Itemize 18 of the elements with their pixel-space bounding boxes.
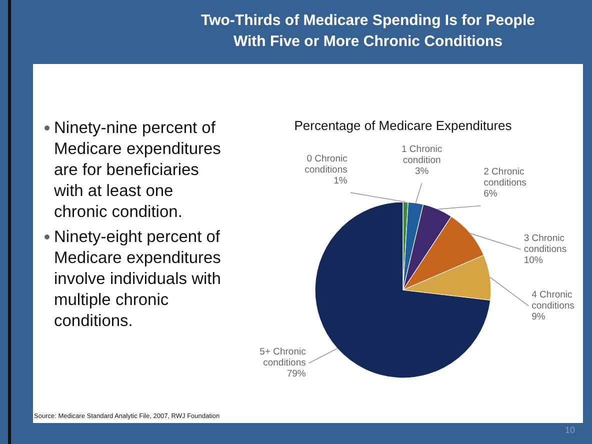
text: Ninety-eight percent of Medicare expenditures involve individuals with multiple chronic conditions. bbox=[54, 228, 221, 330]
data-label: 1% bbox=[334, 176, 348, 187]
slice-label: 4 Chronic conditions bbox=[532, 289, 575, 312]
data-label: 10% bbox=[524, 254, 544, 266]
data-label: 79% bbox=[286, 368, 306, 380]
slice-label: 3 Chronic conditions bbox=[524, 232, 567, 255]
text: 10 bbox=[564, 425, 576, 435]
chart-title: Two-Thirds of Medicare Spending Is for People With Five or More Chronic Conditions bbox=[201, 12, 535, 50]
slice-label: 2 Chronic conditions bbox=[484, 166, 527, 189]
slice-label: 5+ Chronic conditions bbox=[260, 346, 306, 369]
data-label: 3% bbox=[414, 166, 430, 178]
slice-label: 0 Chronic conditions bbox=[304, 154, 348, 176]
chart-subtitle: Percentage of Medicare Expenditures bbox=[294, 118, 512, 133]
slice-label: 1 Chronic condition bbox=[402, 144, 442, 166]
text: Ninety-nine percent of Medicare expenditures are for beneficiaries with at least one chronic condition. bbox=[53, 119, 221, 221]
data-label: 9% bbox=[532, 311, 546, 322]
pie-slice bbox=[314, 202, 491, 378]
data-label: 6% bbox=[484, 188, 498, 200]
